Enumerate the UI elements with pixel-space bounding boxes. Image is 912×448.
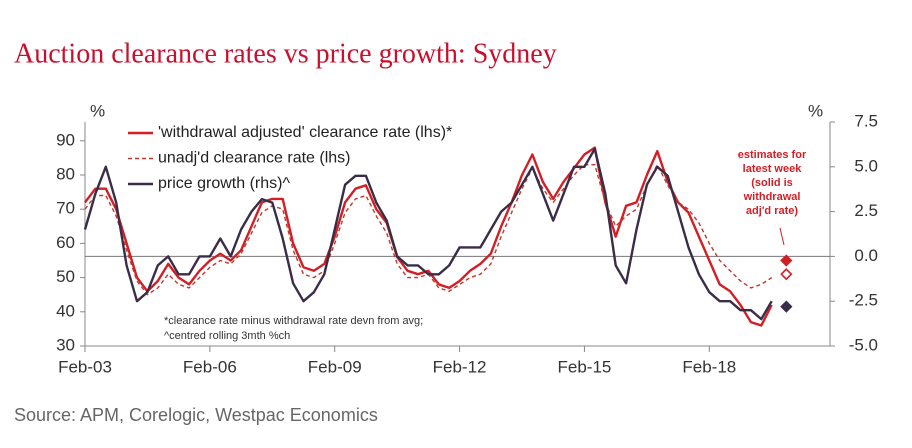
y-tick-label: 30 [56, 335, 75, 354]
series-line [83, 147, 773, 321]
legend-label: 'withdrawal adjusted' clearance rate (lh… [158, 124, 452, 141]
footnote: *clearance rate minus withdrawal rate de… [164, 315, 423, 327]
y-tick-label: 80 [56, 164, 75, 183]
estimate-marker [780, 254, 793, 267]
footnote: ^centred rolling 3mth %ch [164, 330, 290, 342]
y2-tick-label: 2.5 [854, 201, 878, 220]
x-tick-label: Feb-18 [682, 357, 736, 376]
x-tick-label: Feb-09 [308, 357, 362, 376]
y2-axis-label: % [808, 101, 823, 120]
annotation: (solid is [751, 177, 793, 189]
y-axis-label: % [90, 101, 105, 120]
chart-title: Auction clearance rates vs price growth:… [14, 38, 557, 69]
annotation: estimates for [738, 149, 807, 161]
estimate-marker [780, 268, 793, 281]
y-tick-label: 70 [56, 199, 75, 218]
source: Source: APM, Corelogic, Westpac Economic… [14, 405, 378, 425]
y2-tick-label: -2.5 [849, 291, 878, 310]
y2-tick-label: 5.0 [854, 156, 878, 175]
legend-label: price growth (rhs)^ [158, 175, 290, 192]
y-tick-label: 90 [56, 130, 75, 149]
y-tick-label: 40 [56, 301, 75, 320]
x-tick-label: Feb-03 [58, 357, 112, 376]
estimate-marker [780, 300, 793, 313]
annotation-arrow [779, 227, 785, 246]
y-tick-label: 50 [56, 267, 75, 286]
y-tick-label: 60 [56, 233, 75, 252]
x-tick-label: Feb-15 [558, 357, 612, 376]
y2-tick-label: 0.0 [854, 246, 878, 265]
legend-label: unadj'd clearance rate (lhs) [158, 150, 351, 167]
y2-tick-label: -5.0 [849, 335, 878, 354]
annotation: adj'd rate) [746, 205, 798, 217]
x-tick-label: Feb-12 [433, 357, 487, 376]
annotation: latest week [743, 163, 803, 175]
y2-tick-label: 7.5 [854, 111, 878, 130]
annotation: withdrawal [743, 191, 801, 203]
series-line [84, 146, 773, 327]
x-tick-label: Feb-06 [183, 357, 237, 376]
